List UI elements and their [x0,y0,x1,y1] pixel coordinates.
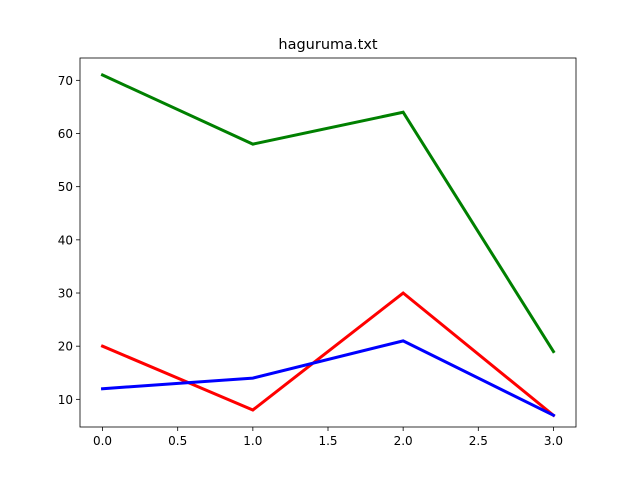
series-line-red [100,291,556,418]
y-tick-label: 50 [58,180,73,194]
y-tick-label: 10 [58,393,73,407]
series-line-blue [100,339,556,418]
x-tick-label: 0.5 [168,434,187,448]
x-tick-label: 2.0 [394,434,413,448]
y-tick-label: 20 [58,340,73,354]
y-tick-label: 30 [58,287,73,301]
series-line-green [100,73,556,354]
chart-title: haguruma.txt [278,37,378,53]
x-tick-label: 2.5 [469,434,488,448]
x-tick-label: 3.0 [544,434,563,448]
y-tick-label: 40 [58,233,73,247]
x-tick-label: 1.0 [243,434,262,448]
plot-area: 0.0 0.5 1.0 1.5 2.0 2.5 3.0 10 20 30 40 50 60 70 [58,57,577,448]
y-tick-label: 70 [58,74,73,88]
y-tick-label: 60 [58,127,73,141]
x-tick-label: 0.0 [93,434,112,448]
x-tick-label: 1.5 [318,434,337,448]
